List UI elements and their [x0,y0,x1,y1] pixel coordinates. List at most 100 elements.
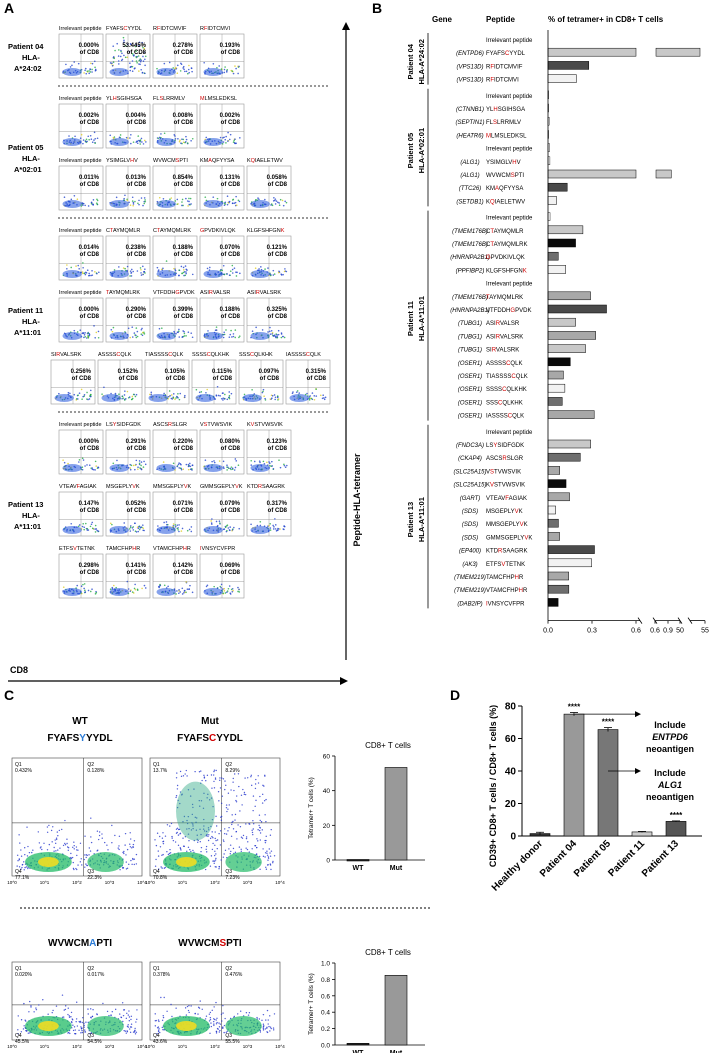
flow-dot [238,846,241,848]
flow-dot [78,267,80,270]
flow-dot [126,580,129,583]
flow-dot [204,868,207,871]
residue: Y [493,295,497,301]
flow-dot [237,590,239,593]
flow-dot [135,1031,138,1034]
residue: A [113,228,117,234]
residue: F [153,96,157,102]
flow-dot [227,587,230,590]
flow-dot [117,847,119,849]
flow-dot [111,586,114,589]
flow-dot [124,56,127,59]
flow-dot [226,464,228,466]
flow-dot [208,834,210,836]
flow-density [156,270,176,278]
flow-dot [210,774,213,776]
bar [547,251,559,261]
flow-dot [81,398,83,400]
residue: K [524,242,528,248]
flow-dot [245,836,248,838]
residue: M [113,546,118,552]
flow-dot [90,274,92,277]
mini-dotplot: 0.071%of CD8 [152,491,198,537]
flow-dot [215,1030,218,1033]
flow-dot [82,523,84,525]
flow-dot [176,465,179,468]
residue: S [490,321,494,327]
residue: A [499,348,503,354]
residue: V [521,199,525,205]
residue: T [490,229,494,235]
significance-stars: **** [568,703,581,712]
flow-dot [133,332,136,334]
residue: V [132,484,136,490]
flow-dot [124,390,126,392]
residue: L [220,290,223,296]
flow-dot [222,592,224,595]
flow-dot [228,394,231,397]
flow-density [250,464,270,472]
percent-unit: of CD8 [80,252,100,258]
peptide-label: KLGFSHFGNK [247,228,285,234]
flow-dot [235,204,238,206]
group-hla: HLA-A*02:01 [417,128,426,173]
flow-dot [226,524,229,526]
percent-label: 0.317% [267,501,288,507]
flow-dot [211,460,213,463]
peptide-label: Irrelevant peptide [59,158,102,164]
residue: K [503,255,507,261]
residue: A [494,242,498,248]
flow-dot [157,1019,160,1021]
flow-dot [272,274,275,276]
flow-dot [181,204,183,207]
flow-density [62,526,82,534]
flow-dot [109,522,112,525]
residue: R [136,546,140,552]
flow-dot [135,531,138,533]
bar [547,61,590,70]
flow-dot [132,846,135,848]
flow-dot [219,787,222,789]
residue: S [494,483,498,489]
residue: R [273,290,277,296]
flow-dot [211,518,213,520]
flow-dot [142,265,144,268]
residue: K [228,422,232,428]
flow-dot [232,141,235,143]
flow-dot [228,848,230,850]
flow-dot [83,1026,85,1028]
residue: I [200,546,202,552]
mini-dotplot: 0.014%of CD8 [58,235,104,281]
mut-peptide-2: WVWCMSPTI [178,938,242,949]
flow-dot [222,528,225,531]
residue: I [506,107,508,113]
residue: C [506,361,511,367]
flow-dot [169,198,171,201]
flow-dot [187,846,190,849]
residue: L [163,96,166,102]
residue: W [265,422,271,428]
peptide-label: Irrelevant peptide [59,96,102,102]
flow-dot [210,797,213,799]
residue: A [495,186,499,192]
flow-dot [257,775,259,777]
residue: R [519,456,524,462]
residue: V [202,546,206,552]
flow-dot [88,847,91,849]
residue: A [150,352,154,358]
flow-dot [237,824,239,826]
flow-dot [175,593,177,595]
peptide-label: MMSGEPLYVK [486,522,528,528]
flow-dot [126,199,129,202]
flow-dot [213,1023,215,1025]
residue: G [217,484,221,490]
gene-label: (TMEM219) [454,588,486,594]
residue: Y [223,733,230,744]
residue: G [83,484,87,490]
residue: A [519,496,523,502]
flow-dot [64,819,66,822]
flow-density-core [176,857,197,867]
flow-dot [229,592,232,594]
residue: G [486,255,491,261]
residue: H [518,387,522,393]
